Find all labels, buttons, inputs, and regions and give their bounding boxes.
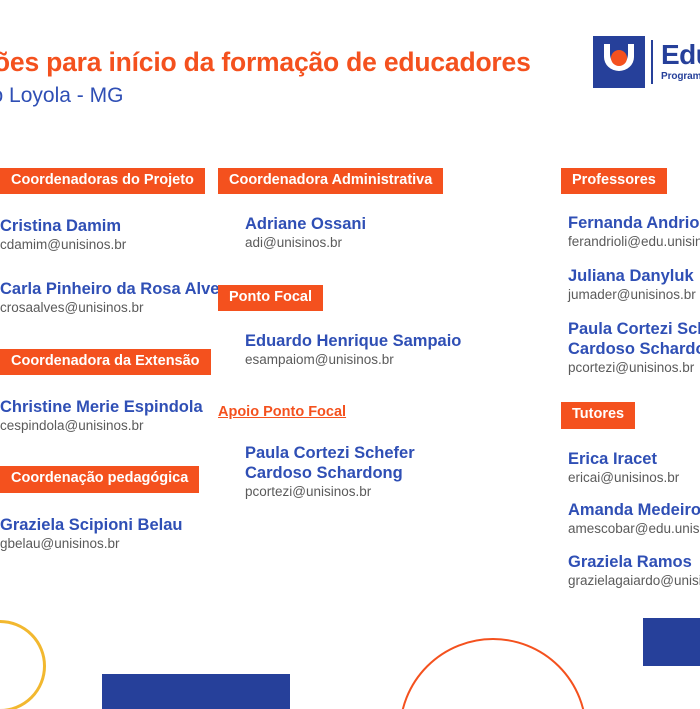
person-name-line2: Cardoso Schardong <box>245 464 403 483</box>
column-left: Coordenadoras do Projeto Cristina Damim … <box>0 168 229 553</box>
person-email: crosaalves@unisinos.br <box>0 300 144 316</box>
section-badge-tutores: Tutores <box>561 402 636 429</box>
logo-divider <box>651 40 653 84</box>
person-entry: Eduardo Henrique Sampaio esampaiom@unisi… <box>245 331 498 369</box>
slide-header: Orientações para início da formação de e… <box>0 0 700 130</box>
section-badge-coordenadoras-do-projeto: Coordenadoras do Projeto <box>0 168 205 195</box>
person-name-line2: Cardoso Schardong <box>568 339 700 358</box>
orange-dot-icon <box>611 50 627 66</box>
yellow-circle-outline-decoration <box>0 620 46 709</box>
person-email: pcortezi@unisinos.br <box>245 484 372 500</box>
blue-rectangle-decoration <box>102 674 290 709</box>
unisinos-u-mark-icon <box>593 36 645 88</box>
page-subtitle: Colégio Loyola - MG <box>0 84 124 107</box>
person-entry: Erica Iracet ericai@unisinos.br <box>568 449 700 487</box>
person-entry: Juliana Danyluk jumader@unisinos.br <box>568 266 700 304</box>
section-badge-coordenadora-da-extensao: Coordenadora da Extensão <box>0 348 211 375</box>
person-email: ferandrioli@edu.unisinos.br <box>568 234 700 250</box>
person-email: pcortezi@unisinos.br <box>568 359 695 375</box>
person-name: Christine Merie Espindola <box>0 397 203 416</box>
section-badge-coordenacao-pedagogica: Coordenação pedagógica <box>0 466 200 493</box>
person-entry: Paula Cortezi Schefer Cardoso Schardong … <box>245 443 498 501</box>
person-email: cdamim@unisinos.br <box>0 237 127 253</box>
person-name-line1: Paula Cortezi Schefer <box>245 444 415 462</box>
person-name: Adriane Ossani <box>245 215 367 234</box>
logo-wordmark: Edu Programa <box>661 41 700 83</box>
person-entry: Cristina Damim cdamim@unisinos.br <box>0 216 152 254</box>
person-email: cespindola@unisinos.br <box>0 417 144 433</box>
column-right: Professores Fernanda Andrioli ferandriol… <box>553 168 700 590</box>
person-email: adi@unisinos.br <box>245 235 343 251</box>
person-email: gbelau@unisinos.br <box>0 535 120 551</box>
person-entry: Amanda Medeiros amescobar@edu.unisinos.b… <box>568 500 700 538</box>
person-name: Cristina Damim <box>0 217 122 236</box>
person-email: jumader@unisinos.br <box>568 287 696 303</box>
person-name-line1: Paula Cortezi Schefer <box>568 319 700 338</box>
section-badge-ponto-focal: Ponto Focal <box>218 284 323 312</box>
person-entry: Paula Cortezi Schefer Cardoso Schardong … <box>568 319 700 377</box>
orange-circle-outline-decoration <box>399 638 587 709</box>
person-entry: Graziela Scipioni Belau gbelau@unisinos.… <box>0 515 183 553</box>
page-title: Orientações para início da formação de e… <box>0 47 531 77</box>
person-entry: Carla Pinheiro da Rosa Alves crosaalves@… <box>0 279 229 317</box>
person-email: esampaiom@unisinos.br <box>245 352 394 368</box>
person-name: Carla Pinheiro da Rosa Alves <box>0 279 229 298</box>
person-entry: Graziela Ramos grazielagaiardo@unisinos.… <box>568 552 700 590</box>
person-email: amescobar@edu.unisinos.br <box>568 521 700 537</box>
person-email: grazielagaiardo@unisinos.br <box>568 573 700 589</box>
person-name: Eduardo Henrique Sampaio <box>245 332 462 351</box>
person-entry: Fernanda Andrioli ferandrioli@edu.unisin… <box>568 213 700 251</box>
brand-logo: Edu Programa <box>593 36 700 88</box>
section-badge-coordenadora-administrativa: Coordenadora Administrativa <box>218 168 444 195</box>
section-badge-professores: Professores <box>561 168 667 195</box>
person-entry: Christine Merie Espindola cespindola@uni… <box>0 397 203 435</box>
person-name: Graziela Scipioni Belau <box>0 515 183 534</box>
blue-square-decoration <box>643 618 700 666</box>
logo-tagline: Programa <box>661 70 700 82</box>
column-middle: Coordenadora Administrativa Adriane Ossa… <box>218 168 498 501</box>
person-entry: Adriane Ossani adi@unisinos.br <box>245 214 498 252</box>
person-name: Fernanda Andrioli <box>568 214 700 233</box>
person-name: Juliana Danyluk <box>568 266 694 285</box>
person-name: Erica Iracet <box>568 449 657 468</box>
logo-name: Edu <box>661 39 700 71</box>
section-badge-apoio-ponto-focal: Apoio Ponto Focal <box>218 403 347 420</box>
person-name: Amanda Medeiros <box>568 501 700 520</box>
person-name: Graziela Ramos <box>568 552 692 571</box>
person-email: ericai@unisinos.br <box>568 469 680 485</box>
